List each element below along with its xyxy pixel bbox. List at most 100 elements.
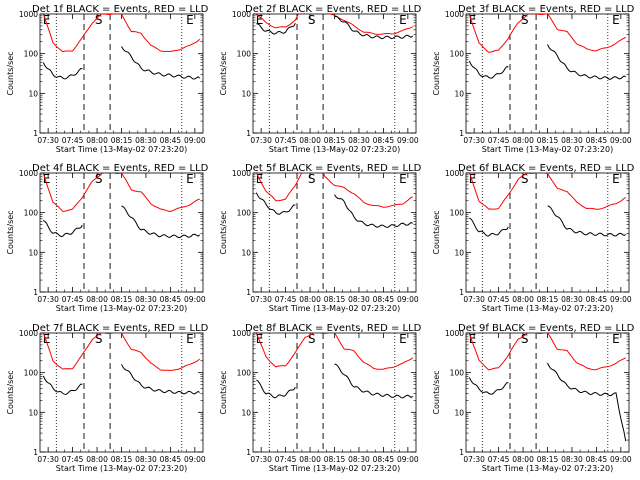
interval-marker: S [308,172,316,186]
y-tick-label: 10 [241,89,251,98]
black-events-series [547,205,626,237]
interval-marker: E [612,172,620,186]
black-events-series [42,62,83,80]
y-axis-label: Counts/sec [6,210,15,254]
y-tick-label: 10 [454,248,464,257]
x-tick-label: 09:00 [397,455,419,464]
y-tick-label: 1000 [445,10,464,19]
black-events-series [121,46,200,80]
black-events-series [547,44,626,80]
x-tick-label: 07:30 [37,295,59,304]
panel-1: Det 1f BLACK = Events, RED = LLD 1 10 100 10… [6,4,209,154]
x-tick-label: 07:45 [62,295,84,304]
x-axis-label: Start Time (13-May-02 07:23:20) [56,145,187,154]
interval-marker: S [308,332,316,346]
y-tick-label: 1 [246,129,251,138]
x-tick-label: 08:15 [111,136,133,145]
panel-title: Det 3f BLACK = Events, RED = LLD [458,4,635,15]
interval-marker: S [95,172,103,186]
x-tick-label: 09:00 [610,295,632,304]
y-tick-label: 1000 [19,329,38,338]
panel-title: Det 9f BLACK = Events, RED = LLD [458,323,635,334]
y-tick-label: 100 [24,50,39,59]
plot-frame [39,13,204,134]
x-tick-label: 08:00 [86,455,108,464]
x-tick-label: 08:00 [299,136,321,145]
y-tick-label: 1 [246,288,251,297]
y-tick-label: 100 [237,369,252,378]
black-events-series [334,15,414,40]
x-tick-label: 08:45 [586,136,608,145]
y-axis-label: Counts/sec [432,51,441,95]
y-tick-label: 1000 [232,10,251,19]
y-tick-label: 100 [24,369,39,378]
x-tick-label: 08:00 [512,295,534,304]
y-tick-label: 1 [33,288,38,297]
x-tick-label: 09:00 [610,136,632,145]
panel-title: Det 2f BLACK = Events, RED = LLD [245,4,422,15]
red-lld-series [42,14,201,53]
x-tick-label: 07:30 [37,455,59,464]
interval-marker: S [521,172,529,186]
red-lld-series [255,173,413,208]
x-tick-label: 09:00 [184,455,206,464]
y-tick-label: 1000 [445,329,464,338]
red-lld-series [42,333,201,372]
x-tick-label: 08:45 [373,455,395,464]
y-tick-label: 1 [246,448,251,457]
black-events-series [256,379,296,399]
x-tick-label: 08:30 [561,136,583,145]
x-tick-label: 07:45 [488,295,510,304]
x-tick-label: 08:15 [111,295,133,304]
x-tick-label: 07:45 [488,136,510,145]
y-tick-label: 1 [459,448,464,457]
panel-6: Det 6f BLACK = Events, RED = LLD 1 10 100 10… [432,163,635,313]
black-events-series [121,205,201,239]
plot-frame [39,172,204,293]
interval-marker: S [521,13,529,27]
black-events-series [255,192,296,215]
panel-title: Det 8f BLACK = Events, RED = LLD [245,323,422,334]
x-tick-label: 07:45 [275,136,297,145]
x-tick-label: 08:45 [373,295,395,304]
y-axis-label: Counts/sec [6,51,15,95]
interval-marker: E [186,332,194,346]
x-tick-label: 08:30 [348,295,370,304]
x-axis-label: Start Time (13-May-02 07:23:20) [269,464,400,473]
y-tick-label: 1 [459,129,464,138]
panel-9: Det 9f BLACK = Events, RED = LLD 1 10 100 10… [432,323,635,473]
x-tick-label: 07:30 [463,455,485,464]
interval-marker: E [399,332,407,346]
x-tick-label: 08:15 [537,295,559,304]
interval-marker: E [399,13,407,27]
x-tick-label: 08:30 [135,455,157,464]
panel-3: Det 3f BLACK = Events, RED = LLD 1 10 100 10… [432,4,635,154]
interval-marker: E [469,13,477,27]
y-tick-label: 10 [28,248,38,257]
x-tick-label: 08:00 [512,136,534,145]
black-events-series [42,375,83,395]
y-tick-label: 100 [24,209,39,218]
interval-marker: E [469,332,477,346]
x-tick-label: 07:30 [463,295,485,304]
x-tick-label: 07:30 [250,295,272,304]
x-tick-label: 08:45 [586,295,608,304]
x-tick-label: 09:00 [397,295,419,304]
panel-title: Det 5f BLACK = Events, RED = LLD [245,163,422,174]
panel-title: Det 7f BLACK = Events, RED = LLD [32,323,209,334]
x-tick-label: 07:45 [62,136,84,145]
y-tick-label: 1 [33,448,38,457]
x-tick-label: 07:45 [488,455,510,464]
y-tick-label: 100 [450,50,465,59]
panel-2: Det 2f BLACK = Events, RED = LLD 1 10 100 10… [219,4,422,154]
plot-frame [465,172,630,293]
y-tick-label: 1000 [232,169,251,178]
x-tick-label: 08:30 [561,455,583,464]
panel-8: Det 8f BLACK = Events, RED = LLD 1 10 100 10… [219,323,422,473]
x-tick-label: 07:30 [463,136,485,145]
y-tick-label: 1 [459,288,464,297]
x-tick-label: 07:45 [275,455,297,464]
y-tick-label: 1000 [19,10,38,19]
